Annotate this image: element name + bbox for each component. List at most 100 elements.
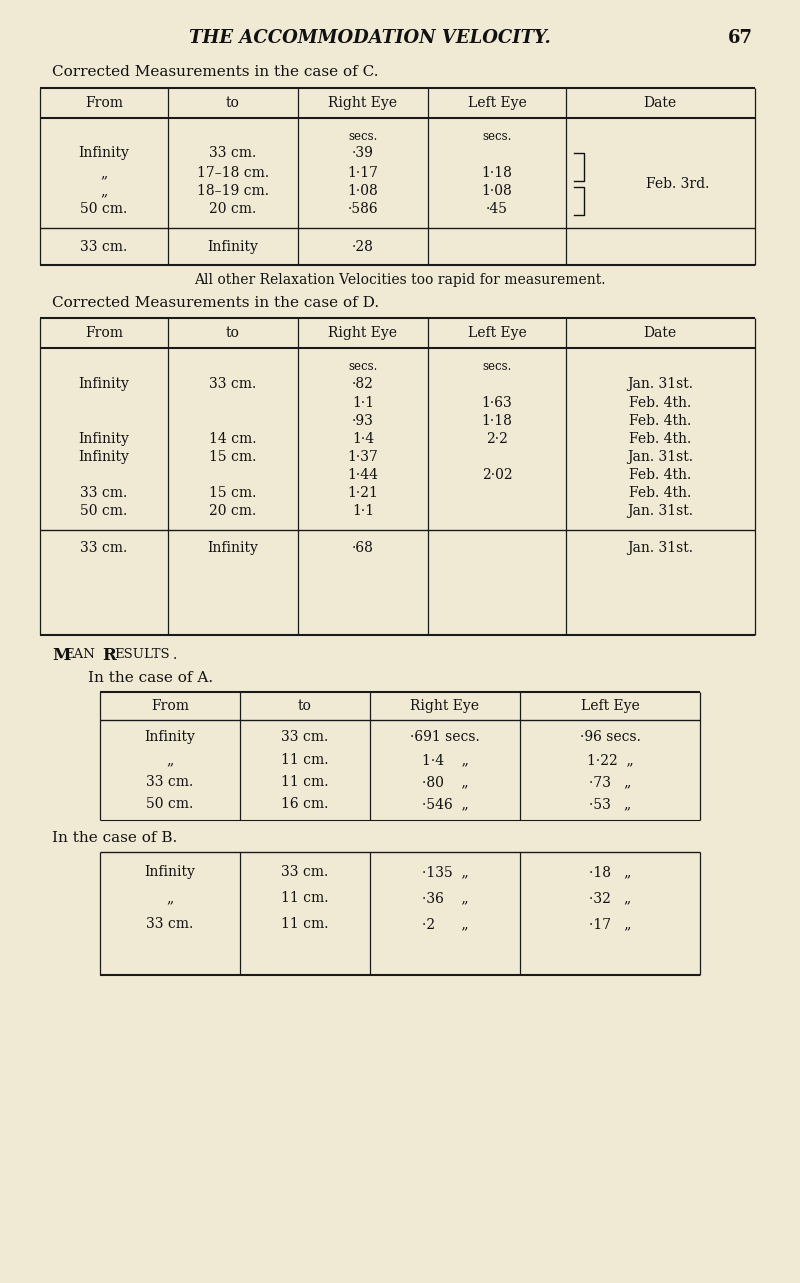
Text: Feb. 4th.: Feb. 4th. <box>629 486 691 500</box>
Text: EAN: EAN <box>64 648 95 662</box>
Text: 11 cm.: 11 cm. <box>282 917 329 931</box>
Text: ·691 secs.: ·691 secs. <box>410 730 480 744</box>
Text: ·39: ·39 <box>352 146 374 160</box>
Text: ·18   „: ·18 „ <box>589 865 631 879</box>
Text: Infinity: Infinity <box>78 450 130 464</box>
Text: 1·08: 1·08 <box>348 183 378 198</box>
Text: From: From <box>151 699 189 713</box>
Text: All other Relaxation Velocities too rapid for measurement.: All other Relaxation Velocities too rapi… <box>194 273 606 287</box>
Text: 50 cm.: 50 cm. <box>80 504 128 518</box>
Text: Jan. 31st.: Jan. 31st. <box>627 377 693 391</box>
Text: 15 cm.: 15 cm. <box>210 450 257 464</box>
Text: ·82: ·82 <box>352 377 374 391</box>
Text: 1·08: 1·08 <box>482 183 512 198</box>
Text: ·2      „: ·2 „ <box>422 917 468 931</box>
Text: 1·22  „: 1·22 „ <box>586 753 634 767</box>
Text: to: to <box>226 96 240 110</box>
Text: Right Eye: Right Eye <box>410 699 479 713</box>
Text: Left Eye: Left Eye <box>581 699 639 713</box>
Text: 18–19 cm.: 18–19 cm. <box>197 183 269 198</box>
Text: 17–18 cm.: 17–18 cm. <box>197 166 269 180</box>
Text: 1·17: 1·17 <box>347 166 378 180</box>
Text: Corrected Measurements in the case of C.: Corrected Measurements in the case of C. <box>52 65 378 80</box>
Text: ·93: ·93 <box>352 414 374 429</box>
Text: 1·1: 1·1 <box>352 396 374 411</box>
Text: 1·44: 1·44 <box>347 468 378 482</box>
Text: secs.: secs. <box>348 130 378 142</box>
Text: Corrected Measurements in the case of D.: Corrected Measurements in the case of D. <box>52 296 379 310</box>
Text: 1·18: 1·18 <box>482 414 513 429</box>
Text: Infinity: Infinity <box>78 432 130 446</box>
Text: Date: Date <box>643 96 677 110</box>
Text: 1·37: 1·37 <box>347 450 378 464</box>
Text: Left Eye: Left Eye <box>468 326 526 340</box>
Text: ·17   „: ·17 „ <box>589 917 631 931</box>
Text: .: . <box>173 648 178 662</box>
Text: Infinity: Infinity <box>145 865 195 879</box>
Text: ·36    „: ·36 „ <box>422 890 468 905</box>
Text: ·80    „: ·80 „ <box>422 775 468 789</box>
Text: 15 cm.: 15 cm. <box>210 486 257 500</box>
Text: Feb. 4th.: Feb. 4th. <box>629 414 691 429</box>
Text: In the case of A.: In the case of A. <box>88 671 213 685</box>
Text: Feb. 4th.: Feb. 4th. <box>629 396 691 411</box>
Text: ·32   „: ·32 „ <box>589 890 631 905</box>
Text: Date: Date <box>643 326 677 340</box>
Text: 50 cm.: 50 cm. <box>146 797 194 811</box>
Text: 33 cm.: 33 cm. <box>210 146 257 160</box>
Text: 14 cm.: 14 cm. <box>210 432 257 446</box>
Text: ·135  „: ·135 „ <box>422 865 468 879</box>
Text: 33 cm.: 33 cm. <box>282 730 329 744</box>
Text: 1·4    „: 1·4 „ <box>422 753 469 767</box>
Text: „: „ <box>166 753 174 767</box>
Text: ·586: ·586 <box>348 201 378 216</box>
Text: 11 cm.: 11 cm. <box>282 890 329 905</box>
Text: secs.: secs. <box>482 130 512 142</box>
Text: 1·1: 1·1 <box>352 504 374 518</box>
Text: 33 cm.: 33 cm. <box>282 865 329 879</box>
Text: 33 cm.: 33 cm. <box>210 377 257 391</box>
Text: M: M <box>52 647 70 663</box>
Text: Infinity: Infinity <box>207 240 258 254</box>
Text: ·28: ·28 <box>352 240 374 254</box>
Text: ·546  „: ·546 „ <box>422 797 468 811</box>
Text: 1·63: 1·63 <box>482 396 512 411</box>
Text: 33 cm.: 33 cm. <box>80 240 128 254</box>
Text: „: „ <box>100 183 108 198</box>
Text: ·96 secs.: ·96 secs. <box>579 730 641 744</box>
Text: Feb. 4th.: Feb. 4th. <box>629 468 691 482</box>
Text: Infinity: Infinity <box>78 146 130 160</box>
Text: ESULTS: ESULTS <box>114 648 170 662</box>
Text: secs.: secs. <box>348 359 378 372</box>
Text: „: „ <box>100 166 108 180</box>
Text: „: „ <box>166 890 174 905</box>
Text: Left Eye: Left Eye <box>468 96 526 110</box>
Text: Feb. 3rd.: Feb. 3rd. <box>646 177 710 191</box>
Text: In the case of B.: In the case of B. <box>52 831 178 845</box>
Text: 67: 67 <box>727 30 753 47</box>
Text: 33 cm.: 33 cm. <box>146 775 194 789</box>
Text: ·53   „: ·53 „ <box>589 797 631 811</box>
Text: 11 cm.: 11 cm. <box>282 775 329 789</box>
Text: 20 cm.: 20 cm. <box>210 201 257 216</box>
Text: 1·4: 1·4 <box>352 432 374 446</box>
Text: Jan. 31st.: Jan. 31st. <box>627 541 693 556</box>
Text: Jan. 31st.: Jan. 31st. <box>627 504 693 518</box>
Text: 50 cm.: 50 cm. <box>80 201 128 216</box>
Text: Infinity: Infinity <box>145 730 195 744</box>
Text: From: From <box>85 96 123 110</box>
Text: 33 cm.: 33 cm. <box>146 917 194 931</box>
Text: Right Eye: Right Eye <box>329 326 398 340</box>
Text: 11 cm.: 11 cm. <box>282 753 329 767</box>
Text: ·68: ·68 <box>352 541 374 556</box>
Text: 1·21: 1·21 <box>347 486 378 500</box>
Text: From: From <box>85 326 123 340</box>
Text: 33 cm.: 33 cm. <box>80 541 128 556</box>
Text: Feb. 4th.: Feb. 4th. <box>629 432 691 446</box>
Text: 2·2: 2·2 <box>486 432 508 446</box>
Text: 1·18: 1·18 <box>482 166 513 180</box>
Text: THE ACCOMMODATION VELOCITY.: THE ACCOMMODATION VELOCITY. <box>189 30 551 47</box>
Text: secs.: secs. <box>482 359 512 372</box>
Text: to: to <box>298 699 312 713</box>
Text: Right Eye: Right Eye <box>329 96 398 110</box>
